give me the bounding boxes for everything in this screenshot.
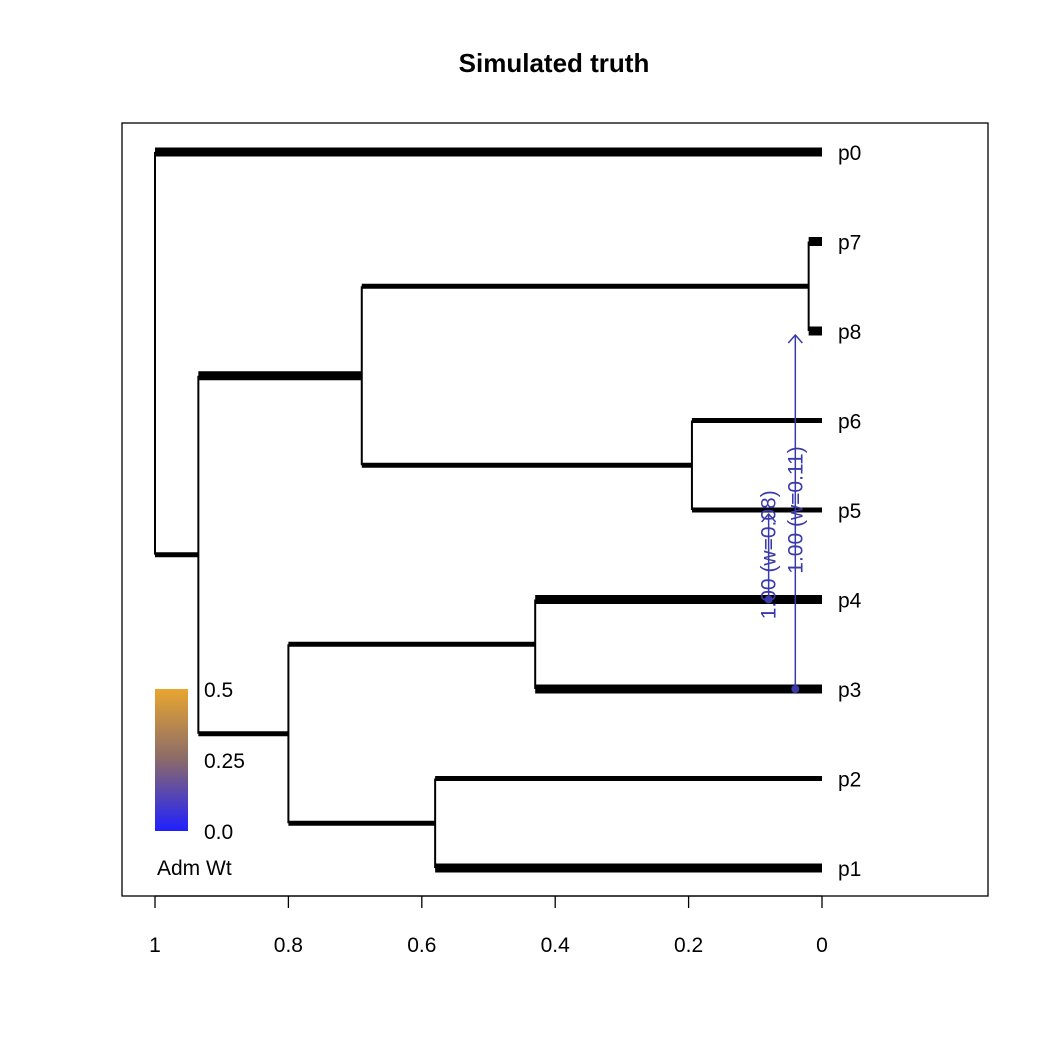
leaf-label-p0: p0: [838, 142, 861, 165]
x-axis: 1 0.8 0.6 0.4 0.2 0: [149, 895, 828, 957]
migration-label-1: 1.00 (w=0.11): [784, 446, 807, 573]
leaf-label-p8: p8: [838, 321, 861, 344]
migration-source-0: [764, 595, 773, 604]
migration-label-0: 1.00 (w=0.08): [758, 490, 781, 619]
chart-title: Simulated truth: [459, 48, 650, 78]
x-tick-label: 0: [816, 934, 828, 957]
x-tick-label: 1: [149, 934, 161, 957]
leaf-label-p1: p1: [838, 858, 861, 881]
leaf-label-p3: p3: [838, 679, 861, 702]
legend-tick-label: 0.25: [204, 750, 245, 773]
legend-tick-label: 0.5: [204, 679, 233, 702]
leaf-label-p6: p6: [838, 411, 861, 434]
legend-colorbar: [155, 689, 188, 831]
legend-tick-label: 0.0: [204, 821, 233, 844]
migration-source-1: [791, 685, 800, 693]
leaf-labels: p0 p7 p8 p6 p5 p4 p3 p2 p1: [838, 142, 862, 881]
x-tick-label: 0.4: [541, 934, 571, 957]
migration-edges: 1.00 (w=0.08) 1.00 (w=0.11): [758, 333, 807, 693]
migration-arrowhead-1: [787, 333, 803, 344]
x-tick-label: 0.6: [407, 934, 436, 957]
leaf-label-p4: p4: [838, 590, 862, 613]
x-tick-label: 0.8: [274, 934, 303, 957]
x-tick-label: 0.2: [674, 934, 703, 957]
leaf-label-p2: p2: [838, 769, 861, 792]
legend-title: Adm Wt: [157, 857, 232, 880]
leaf-label-p5: p5: [838, 500, 861, 523]
migration-arrowhead-0: [761, 512, 777, 523]
leaf-label-p7: p7: [838, 232, 861, 255]
legend: 0.5 0.25 0.0 Adm Wt: [155, 679, 245, 880]
tree-branches: [154, 147, 822, 873]
